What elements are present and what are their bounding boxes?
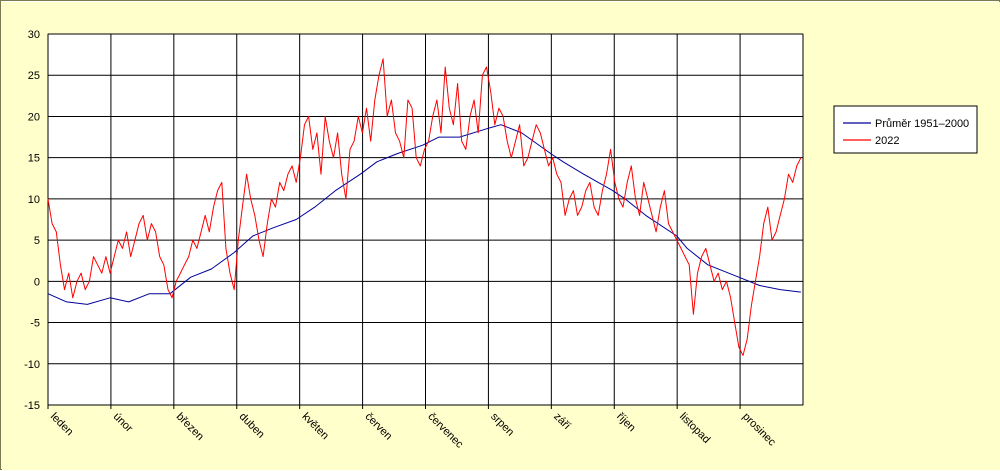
y-tick-label: 10 — [28, 194, 40, 206]
legend-label-average: Průměr 1951–2000 — [875, 118, 969, 130]
y-tick-label: -10 — [24, 359, 40, 371]
y-tick-label: 5 — [34, 235, 40, 247]
legend-box — [833, 105, 978, 154]
legend: Průměr 1951–2000 2022 — [833, 105, 978, 154]
y-tick-label: 0 — [34, 276, 40, 288]
gridlines — [47, 33, 804, 406]
series-layer — [47, 58, 802, 356]
y-tick-label: 25 — [28, 70, 40, 82]
y-tick-label: 30 — [28, 29, 40, 41]
y-tick-label: 15 — [28, 153, 40, 165]
legend-label-2022: 2022 — [875, 135, 899, 147]
y-axis-ticks: 30 25 20 15 10 5 0 -5 -10 -15 — [24, 29, 40, 412]
y-tick-label: 20 — [28, 111, 40, 123]
y-tick-label: -5 — [30, 318, 40, 330]
y-tick-label: -15 — [24, 400, 40, 412]
series-line-2022 — [47, 58, 802, 356]
